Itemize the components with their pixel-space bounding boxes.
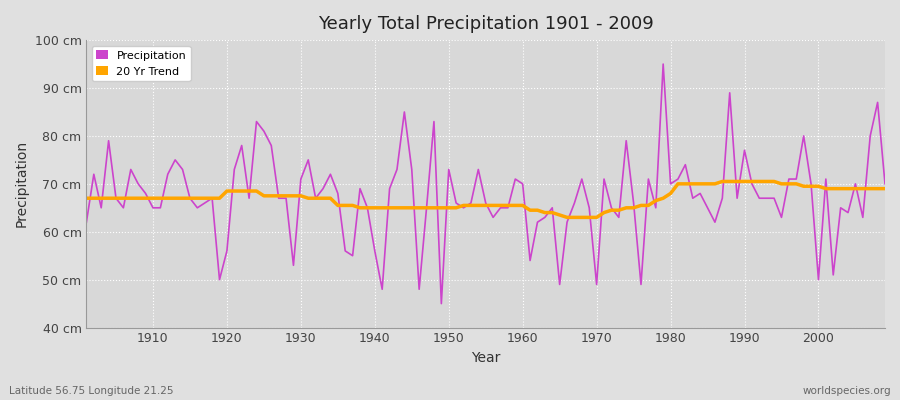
20 Yr Trend — [510, 203, 521, 208]
20 Yr Trend — [879, 186, 890, 191]
Precipitation — [614, 215, 625, 220]
20 Yr Trend — [302, 196, 313, 201]
20 Yr Trend — [518, 203, 528, 208]
20 Yr Trend — [717, 179, 728, 184]
Text: Latitude 56.75 Longitude 21.25: Latitude 56.75 Longitude 21.25 — [9, 386, 174, 396]
Precipitation — [658, 62, 669, 66]
Precipitation — [81, 220, 92, 224]
Title: Yearly Total Precipitation 1901 - 2009: Yearly Total Precipitation 1901 - 2009 — [318, 15, 653, 33]
20 Yr Trend — [140, 196, 151, 201]
Legend: Precipitation, 20 Yr Trend: Precipitation, 20 Yr Trend — [92, 46, 191, 81]
Y-axis label: Precipitation: Precipitation — [15, 140, 29, 228]
Line: Precipitation: Precipitation — [86, 64, 885, 304]
Precipitation — [518, 182, 528, 186]
Precipitation — [525, 258, 535, 263]
20 Yr Trend — [347, 203, 358, 208]
Precipitation — [879, 182, 890, 186]
Precipitation — [140, 191, 151, 196]
20 Yr Trend — [81, 196, 92, 201]
X-axis label: Year: Year — [471, 351, 500, 365]
Text: worldspecies.org: worldspecies.org — [803, 386, 891, 396]
Line: 20 Yr Trend: 20 Yr Trend — [86, 182, 885, 217]
Precipitation — [302, 158, 313, 162]
20 Yr Trend — [614, 208, 625, 212]
Precipitation — [436, 301, 446, 306]
Precipitation — [347, 253, 358, 258]
20 Yr Trend — [562, 215, 572, 220]
